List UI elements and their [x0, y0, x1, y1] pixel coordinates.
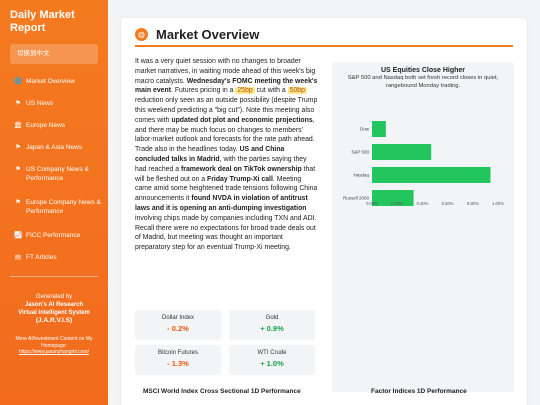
homepage-link[interactable]: https://www.jasonzhangml.com/	[18, 349, 90, 355]
flag-icon: ⚑	[15, 100, 21, 107]
section-header: ◍ Market Overview	[135, 27, 259, 42]
stat-dollar-index: Dollar Index - 0.2%	[135, 310, 221, 340]
category-label: S&P 500	[351, 150, 369, 155]
sidebar-item-label: US Company News & Performance	[26, 166, 89, 182]
bar	[372, 167, 491, 183]
x-tick-label: 1.00%	[492, 201, 504, 206]
sidebar-item-us-news[interactable]: ⚑ US News	[0, 99, 108, 121]
x-tick-label: 0.20%	[391, 201, 403, 206]
category-label: Dow	[360, 127, 370, 132]
sidebar-divider	[10, 276, 98, 277]
sidebar-item-label: US News	[26, 100, 54, 107]
system-name: Virtual Intelligent System	[18, 310, 90, 316]
sidebar-item-us-company-news[interactable]: ⚑ US Company News & Performance	[0, 165, 108, 198]
market-overview-card: ◍ Market Overview It was a very quiet se…	[121, 18, 527, 405]
sidebar-item-europe-news[interactable]: 🏛 Europe News	[0, 121, 108, 143]
flag-icon: ⚑	[15, 144, 21, 151]
stat-bitcoin-futures: Bitcoin Futures - 1.3%	[135, 345, 221, 375]
sidebar-item-label: FT Articles	[26, 254, 57, 261]
sidebar: Daily Market Report 切换到中文 🌐 Market Overvi…	[0, 0, 108, 405]
sidebar-item-label: Europe News	[26, 122, 66, 129]
globe-icon: 🌐	[14, 78, 23, 85]
bar	[372, 144, 432, 160]
highlight-25bp: 25bp	[235, 87, 255, 95]
more-content-block: More AI/Investment Content on My Homepag…	[6, 336, 102, 356]
bar	[372, 121, 386, 137]
chart-subtitle: S&P 500 and Nasdaq both set fresh record…	[347, 75, 499, 89]
generated-by-label: Generated by	[35, 294, 73, 300]
globe-icon: ◍	[135, 28, 148, 41]
document-icon: ▤	[14, 254, 22, 261]
more-content-text: More AI/Investment Content on My Homepag…	[15, 336, 93, 349]
us-equities-chart: US Equities Close Higher S&P 500 and Nas…	[332, 62, 514, 392]
sidebar-item-ft-articles[interactable]: ▤ FT Articles	[0, 253, 108, 275]
brand-title: Daily Market Report	[10, 9, 75, 34]
highlight-50bp: 50bp	[287, 87, 307, 95]
stat-gold: Gold + 0.9%	[229, 310, 315, 340]
category-label: Nasdaq	[353, 173, 369, 178]
category-label: Russell 2000	[343, 196, 370, 201]
sidebar-item-label: Japan & Asia News	[26, 144, 83, 151]
author-name: Jason's AI Research	[24, 302, 84, 308]
chart-icon: 📈	[14, 232, 23, 239]
title-underline	[135, 45, 513, 47]
msci-world-chart-title: MSCI World Index Cross Sectional 1D Perf…	[143, 388, 301, 395]
sidebar-item-japan-asia-news[interactable]: ⚑ Japan & Asia News	[0, 143, 108, 165]
sidebar-item-europe-company-news[interactable]: ⚑ Europe Company News & Performance	[0, 198, 108, 231]
x-tick-label: 0.60%	[442, 201, 454, 206]
flag-icon: ⚑	[15, 199, 21, 206]
stat-wti-crude: WTI Crude + 1.0%	[229, 345, 315, 375]
x-tick-label: 0.00%	[366, 201, 378, 206]
sidebar-item-label: Europe Company News & Performance	[26, 199, 101, 215]
flag-icon: ⚑	[15, 166, 21, 173]
factor-indices-chart-title: Factor Indices 1D Performance	[371, 388, 467, 395]
bank-icon: 🏛	[14, 122, 23, 129]
sidebar-item-market-overview[interactable]: 🌐 Market Overview	[0, 77, 108, 99]
generated-by-block: Generated by Jason's AI Research Virtual…	[6, 293, 102, 325]
sidebar-item-label: FICC Performance	[26, 232, 81, 239]
chart-title: US Equities Close Higher	[380, 67, 466, 74]
market-overview-text: It was a very quiet session with no chan…	[135, 58, 318, 252]
language-toggle-button[interactable]: 切换到中文	[10, 44, 98, 64]
sidebar-nav: 🌐 Market Overview ⚑ US News 🏛 Europe News ⚑ Jap…	[0, 77, 108, 275]
x-tick-label: 0.80%	[467, 201, 479, 206]
bar	[372, 190, 414, 206]
sidebar-item-ficc-performance[interactable]: 📈 FICC Performance	[0, 231, 108, 253]
section-title: Market Overview	[156, 27, 260, 42]
x-tick-label: 0.40%	[416, 201, 428, 206]
sidebar-item-label: Market Overview	[26, 78, 75, 85]
jarvis-label: (J.A.R.V.I.S)	[35, 317, 73, 324]
